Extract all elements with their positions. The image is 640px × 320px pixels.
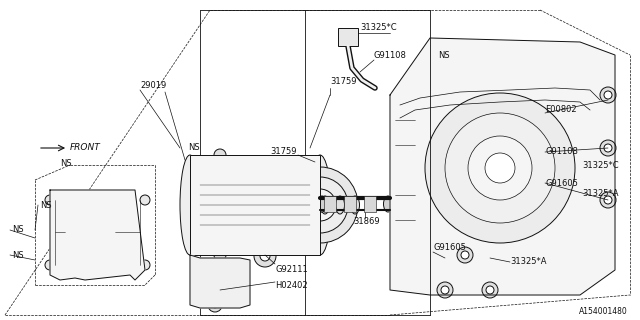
Circle shape <box>600 140 616 156</box>
Polygon shape <box>190 255 250 308</box>
Bar <box>344 196 356 212</box>
Text: NS: NS <box>188 143 200 153</box>
Circle shape <box>425 93 575 243</box>
Ellipse shape <box>317 196 326 212</box>
Polygon shape <box>390 38 615 295</box>
Text: 31325*A: 31325*A <box>510 258 547 267</box>
Circle shape <box>604 91 612 99</box>
Text: A154001480: A154001480 <box>579 308 628 316</box>
Polygon shape <box>50 190 145 280</box>
Circle shape <box>254 245 276 267</box>
Text: NS: NS <box>12 226 24 235</box>
Circle shape <box>604 196 612 204</box>
Circle shape <box>482 282 498 298</box>
Bar <box>364 196 376 212</box>
Circle shape <box>282 167 358 243</box>
Text: 31325*C: 31325*C <box>360 23 397 33</box>
Circle shape <box>260 251 270 261</box>
Text: G91605: G91605 <box>433 244 466 252</box>
Circle shape <box>600 87 616 103</box>
Circle shape <box>468 136 532 200</box>
Text: 31325*A: 31325*A <box>582 188 618 197</box>
Ellipse shape <box>321 196 330 214</box>
Circle shape <box>208 298 222 312</box>
Text: 31325*C: 31325*C <box>582 161 619 170</box>
Circle shape <box>45 195 55 205</box>
Circle shape <box>486 286 494 294</box>
Circle shape <box>82 224 98 240</box>
Ellipse shape <box>335 196 344 214</box>
Ellipse shape <box>309 155 331 255</box>
Circle shape <box>45 260 55 270</box>
Text: 31759: 31759 <box>270 148 296 156</box>
Circle shape <box>292 177 348 233</box>
Ellipse shape <box>351 196 360 214</box>
Circle shape <box>441 286 449 294</box>
Ellipse shape <box>383 196 392 212</box>
Circle shape <box>304 189 336 221</box>
Bar <box>190 155 320 255</box>
Circle shape <box>72 214 108 250</box>
Text: NS: NS <box>438 51 450 60</box>
Ellipse shape <box>180 155 200 255</box>
Circle shape <box>600 192 616 208</box>
Text: G92111: G92111 <box>275 266 308 275</box>
Circle shape <box>461 251 469 259</box>
Bar <box>324 196 336 212</box>
Circle shape <box>604 144 612 152</box>
Text: G91108: G91108 <box>374 51 407 60</box>
Circle shape <box>140 195 150 205</box>
Text: 31869: 31869 <box>353 218 380 227</box>
Text: NS: NS <box>12 251 24 260</box>
Circle shape <box>140 260 150 270</box>
Text: G91605: G91605 <box>545 179 578 188</box>
Text: NS: NS <box>60 158 72 167</box>
Circle shape <box>313 198 327 212</box>
Circle shape <box>445 113 555 223</box>
Text: E00802: E00802 <box>545 106 577 115</box>
Circle shape <box>214 249 226 261</box>
Circle shape <box>457 247 473 263</box>
Text: 31759: 31759 <box>330 77 356 86</box>
Text: G91108: G91108 <box>545 148 578 156</box>
Circle shape <box>214 149 226 161</box>
Circle shape <box>437 282 453 298</box>
Text: 29019: 29019 <box>140 81 166 90</box>
Text: NS: NS <box>40 201 52 210</box>
Text: H02402: H02402 <box>275 281 308 290</box>
Circle shape <box>485 153 515 183</box>
Circle shape <box>62 204 118 260</box>
Circle shape <box>212 302 218 308</box>
Bar <box>338 28 358 46</box>
Text: FRONT: FRONT <box>70 143 100 153</box>
